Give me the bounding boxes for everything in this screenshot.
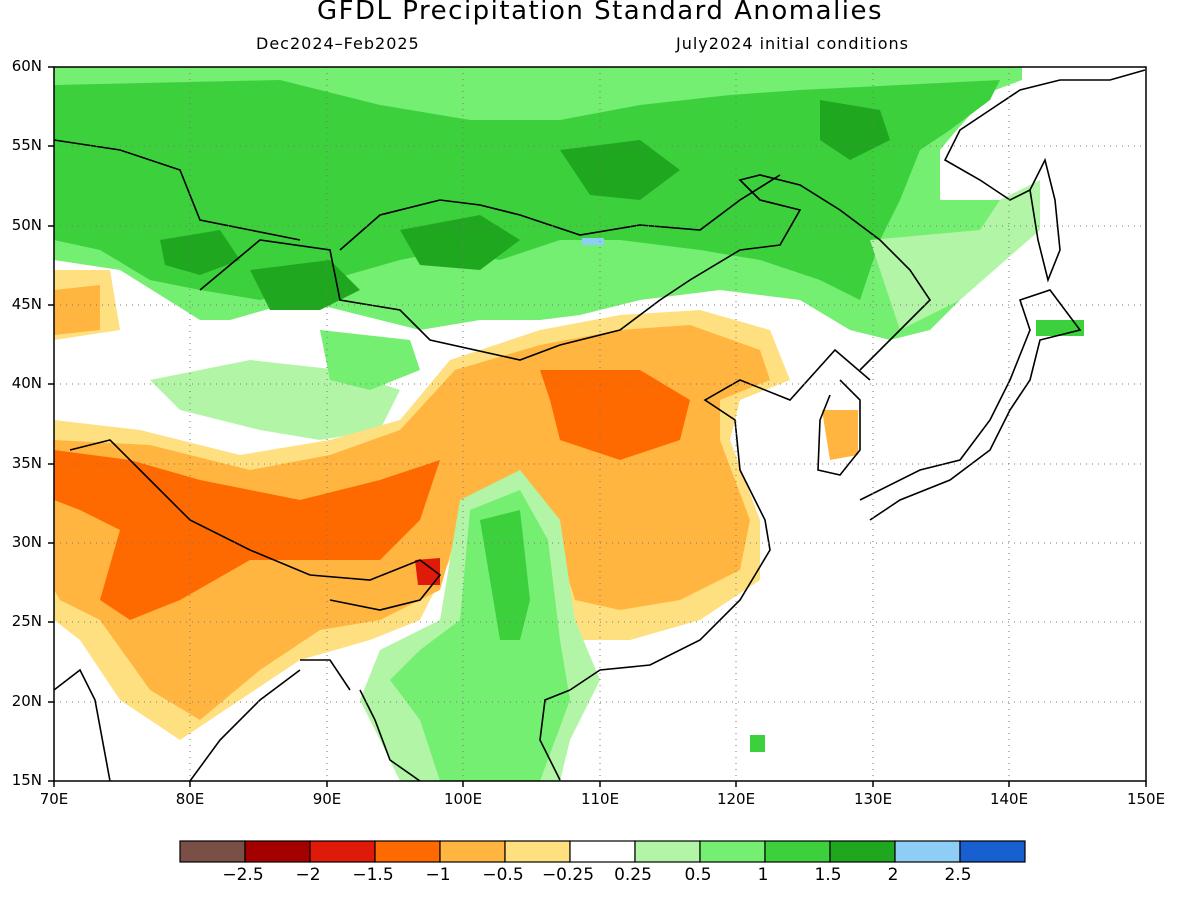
- colorbar-swatch: [309, 840, 376, 863]
- colorbar-swatch: [244, 840, 311, 863]
- colorbar-label: 2: [887, 865, 899, 885]
- colorbar-label: 1.5: [814, 865, 842, 885]
- colorbar-label: 0.25: [614, 865, 652, 885]
- map-title: GFDL Precipitation Standard Anomalies: [316, 0, 884, 26]
- colorbar-label: −1.5: [352, 865, 394, 885]
- japan-coastline: [859, 289, 1082, 521]
- lon-tick-label: 110E: [580, 790, 620, 808]
- colorbar-swatch: [829, 840, 896, 863]
- lat-tick-label: 45N: [11, 295, 42, 313]
- anomaly-region-north-dark-green-3: [560, 140, 680, 200]
- colorbar: [179, 840, 1026, 863]
- indochina-coastline: [300, 659, 571, 781]
- anomaly-region-taiwan-green: [750, 735, 765, 752]
- lat-tick-label: 60N: [11, 57, 42, 75]
- colorbar-label: −2: [295, 865, 321, 885]
- anomaly-region-west-light-green: [320, 330, 420, 390]
- kazakhstan-border: [54, 139, 301, 241]
- anomaly-region-north-pale-green: [870, 180, 1040, 330]
- lon-tick-label: 120E: [716, 790, 756, 808]
- colorbar-label: −0.5: [482, 865, 524, 885]
- colorbar-swatch: [699, 840, 766, 863]
- colorbar-label: 0.5: [684, 865, 712, 885]
- anomaly-region-north-dark-green-5: [160, 230, 240, 275]
- lon-tick-label: 80E: [175, 790, 205, 808]
- colorbar-label: −1: [425, 865, 451, 885]
- initial-conditions: July2024 initial conditions: [676, 34, 909, 53]
- colorbar-swatch: [634, 840, 701, 863]
- india-coastline: [54, 668, 301, 781]
- russia-pacific-coastline: [943, 69, 1146, 201]
- lat-tick-label: 30N: [11, 533, 42, 551]
- anomaly-region-japan-green: [1036, 320, 1084, 336]
- anomaly-region-north-dark-green-1: [250, 260, 360, 310]
- mongolia-russia-border: [339, 174, 781, 251]
- anomaly-region-north-dark-green-2: [400, 215, 520, 270]
- lon-tick-label: 70E: [39, 790, 69, 808]
- anomaly-region-blue-spot: [582, 238, 604, 245]
- gridlines: [54, 67, 1146, 781]
- lat-tick-label: 40N: [11, 374, 42, 392]
- colorbar-label: −2.5: [222, 865, 264, 885]
- lon-tick-label: 100E: [443, 790, 483, 808]
- lon-tick-label: 150E: [1126, 790, 1166, 808]
- colorbar-label: −0.25: [541, 865, 595, 885]
- lat-tick-label: 50N: [11, 216, 42, 234]
- lat-tick-label: 55N: [11, 136, 42, 154]
- lat-tick-label: 20N: [11, 692, 42, 710]
- lat-tick-label: 15N: [11, 771, 42, 789]
- coastlines-borders: [54, 69, 1146, 781]
- china-mongolia-border: [199, 174, 932, 371]
- anomaly-region-dry-red: [415, 558, 440, 585]
- lon-tick-label: 130E: [853, 790, 893, 808]
- china-coastline: [569, 348, 871, 691]
- anomaly-region-orange-korea: [822, 410, 858, 460]
- colorbar-label: 1: [757, 865, 769, 885]
- colorbar-swatch: [894, 840, 961, 863]
- lon-tick-label: 90E: [312, 790, 342, 808]
- sakhalin-coastline: [1029, 157, 1061, 283]
- colorbar-swatch: [374, 840, 441, 863]
- colorbar-swatch: [764, 840, 831, 863]
- anomaly-region-dry-orange-1: [54, 450, 440, 620]
- himalaya-border: [69, 439, 442, 611]
- forecast-period: Dec2024–Feb2025: [256, 34, 420, 53]
- colorbar-swatch: [959, 840, 1026, 863]
- korea-coastline: [817, 379, 861, 476]
- colorbar-swatch: [179, 840, 246, 863]
- colorbar-label: 2.5: [944, 865, 972, 885]
- tick-marks: [48, 66, 1147, 787]
- lat-tick-label: 25N: [11, 612, 42, 630]
- colorbar-swatch: [569, 840, 636, 863]
- colorbar-swatch: [439, 840, 506, 863]
- colorbar-swatch: [504, 840, 571, 863]
- anomaly-region-dry-orange-2: [540, 370, 690, 460]
- lon-tick-label: 140E: [989, 790, 1029, 808]
- lat-tick-label: 35N: [11, 454, 42, 472]
